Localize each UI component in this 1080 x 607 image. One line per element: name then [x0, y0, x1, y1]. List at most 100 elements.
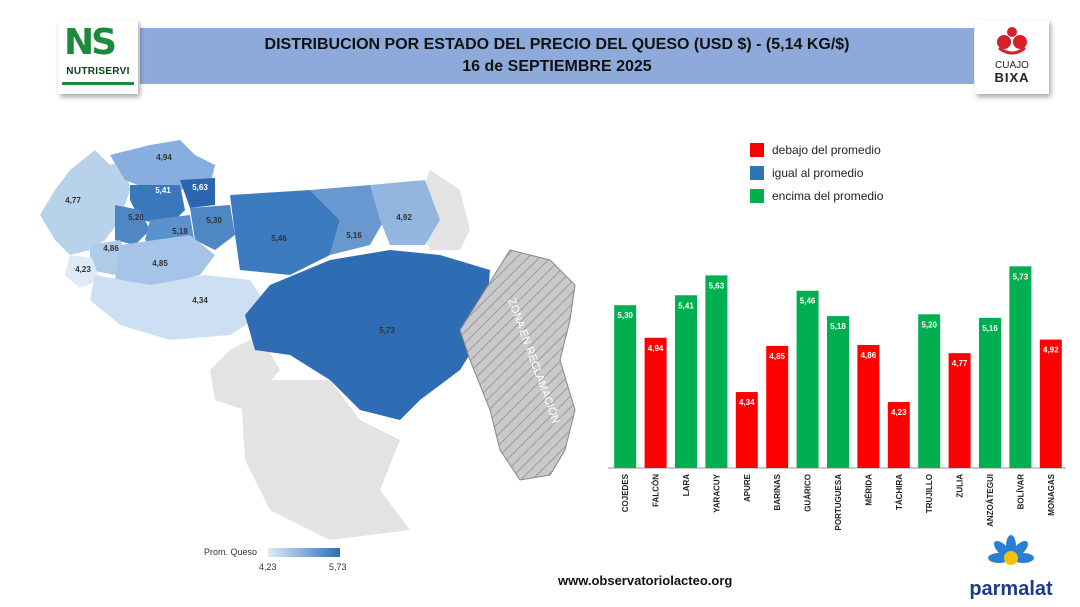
nutriservi-underline: [62, 82, 134, 85]
map-state-yaracuy: [180, 178, 215, 208]
nutriservi-mark: NS: [64, 22, 117, 63]
map-label-yaracuy: 5,63: [192, 183, 208, 192]
map-state-guarico: [230, 190, 340, 275]
category-label-5: BARINAS: [773, 473, 782, 510]
map-label-merida: 4,86: [103, 244, 119, 253]
bar-value-label-9: 4,23: [891, 408, 907, 417]
scale-max: 5,73: [329, 562, 347, 572]
bar-2: [675, 295, 697, 468]
map-state-anzoategui: [310, 185, 390, 255]
bar-1: [644, 337, 667, 468]
bar-value-label-5: 4,85: [769, 352, 785, 361]
scale-min: 4,23: [259, 562, 277, 572]
map-label-zulia: 4,77: [65, 196, 81, 205]
map-state-monagas: [370, 180, 440, 245]
bar-value-label-11: 4,77: [952, 359, 968, 368]
bar-10: [918, 314, 941, 468]
title-banner: DISTRIBUCION POR ESTADO DEL PRECIO DEL Q…: [140, 28, 974, 84]
bar-value-label-0: 5,30: [617, 311, 633, 320]
map-state-lara: [130, 185, 185, 225]
map-state-cojedes: [190, 205, 235, 250]
map-label-portuguesa: 5,18: [172, 227, 188, 236]
category-label-9: TÁCHIRA: [895, 474, 904, 510]
legend-label-below: debajo del promedio: [772, 143, 881, 157]
legend-swatch-above: [750, 189, 764, 203]
cuajo-text: CUAJO: [995, 60, 1029, 71]
map-label-tachira: 4,23: [75, 265, 91, 274]
bar-8: [857, 345, 880, 468]
category-label-1: FALCÓN: [652, 474, 661, 507]
bar-value-label-14: 4,92: [1043, 346, 1059, 355]
bar-value-label-10: 5,20: [921, 320, 937, 329]
bar-4: [735, 392, 758, 468]
bixa-text: BIXA: [994, 70, 1030, 85]
bar-value-label-1: 4,94: [648, 344, 664, 353]
map-state-bolivar: [245, 250, 490, 420]
legend-swatch-below: [750, 143, 764, 157]
parmalat-logo: parmalat: [958, 534, 1064, 602]
map-label-lara: 5,41: [155, 186, 171, 195]
category-label-6: GUÁRICO: [804, 474, 813, 512]
bar-value-label-6: 5,46: [800, 297, 816, 306]
venezuela-map: ZONA EN RECLAMACIÓN 4,94 4,77 5,41 5,63 …: [40, 140, 576, 540]
bar-11: [948, 353, 971, 468]
bar-7: [827, 316, 849, 468]
category-label-11: ZULIA: [956, 474, 965, 498]
legend-swatch-equal: [750, 166, 764, 180]
bar-value-label-2: 5,41: [678, 301, 694, 310]
map-state-tachira: [65, 255, 100, 288]
map-claim-zone: [459, 249, 576, 481]
map-state-falcon: [110, 140, 215, 190]
bar-value-label-3: 5,63: [709, 281, 725, 290]
parmalat-text: parmalat: [969, 578, 1053, 600]
map-state-apure: [90, 275, 270, 340]
bar-9: [887, 401, 910, 468]
cuajo-bixa-icon: [997, 27, 1027, 55]
map-state-barinas: [115, 235, 215, 290]
category-label-10: TRUJILLO: [925, 474, 934, 513]
map-label-cojedes: 5,30: [206, 216, 222, 225]
category-label-8: MÉRIDA: [864, 474, 873, 506]
bar-chart: 5,30 COJEDES 4,94 FALCÓN 5,41 LARA 5,63 YARACUY…: [608, 266, 1066, 531]
map-label-bolivar: 5,73: [379, 326, 395, 335]
map-label-barinas: 4,85: [152, 259, 168, 268]
map-neighbor-bottom: [240, 380, 410, 540]
map-label-monagas: 4,92: [396, 213, 412, 222]
chart-date: 16 de SEPTIEMBRE 2025: [462, 58, 652, 75]
nutriservi-name: NUTRISERVI: [66, 66, 130, 77]
chart-title: DISTRIBUCION POR ESTADO DEL PRECIO DEL Q…: [264, 36, 850, 53]
color-scale-bar: [268, 548, 340, 557]
category-label-3: YARACUY: [712, 473, 721, 512]
scale-title: Prom. Queso: [204, 547, 258, 557]
bar-value-label-12: 5,16: [982, 324, 998, 333]
bar-14: [1039, 339, 1062, 468]
bar-12: [979, 317, 1001, 468]
bar-3: [705, 275, 728, 468]
nutriservi-logo: NS NUTRISERVI: [58, 20, 138, 94]
category-label-14: MONAGAS: [1047, 473, 1056, 515]
map-state-trujillo: [115, 205, 150, 245]
category-label-12: ANZOÁTEGUI: [986, 474, 995, 527]
category-label-7: PORTUGUESA: [834, 474, 843, 531]
cuajo-bixa-logo: CUAJO BIXA: [975, 20, 1049, 94]
bar-6: [796, 290, 819, 468]
bar-value-label-4: 4,34: [739, 398, 755, 407]
bar-value-label-8: 4,86: [861, 351, 877, 360]
map-label-falcon: 4,94: [156, 153, 172, 162]
legend-label-equal: igual al promedio: [772, 166, 864, 180]
category-label-2: LARA: [682, 474, 691, 496]
bar-value-label-7: 5,18: [830, 322, 846, 331]
bar-13: [1009, 266, 1032, 468]
map-label-trujillo: 5,20: [128, 213, 144, 222]
website-link[interactable]: www.observatoriolacteo.org: [558, 573, 733, 588]
bar-value-label-13: 5,73: [1013, 272, 1029, 281]
map-state-zulia: [40, 150, 130, 255]
legend-label-above: encima del promedio: [772, 189, 884, 203]
category-label-13: BOLÍVAR: [1016, 474, 1025, 510]
bar-5: [766, 345, 789, 468]
parmalat-flower-icon: [988, 535, 1034, 565]
category-label-0: COJEDES: [621, 473, 630, 512]
map-label-apure: 4,34: [192, 296, 208, 305]
bar-0: [614, 305, 637, 468]
map-neighbor-left: [210, 335, 280, 410]
